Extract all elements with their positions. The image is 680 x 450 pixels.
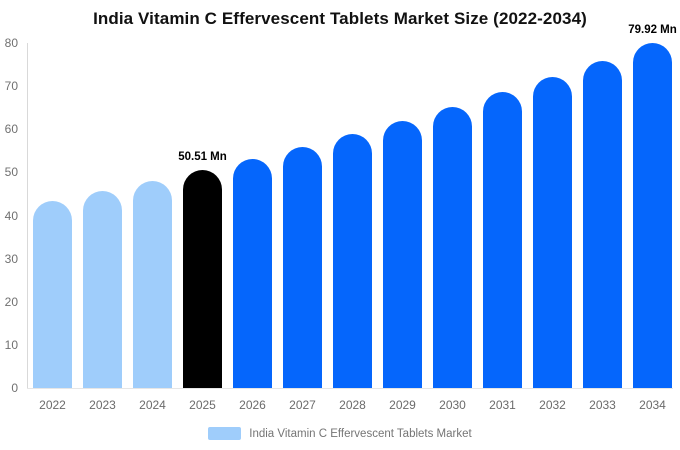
y-tick-label-20: 20: [4, 294, 18, 309]
x-tick-label-2031: 2031: [489, 398, 516, 412]
x-axis-line: [27, 388, 673, 389]
x-tick-label-2032: 2032: [539, 398, 566, 412]
bar-2023[interactable]: [83, 191, 122, 388]
chart-title: India Vitamin C Effervescent Tablets Mar…: [93, 9, 587, 28]
x-tick-label-2028: 2028: [339, 398, 366, 412]
y-tick-label-50: 50: [4, 165, 18, 180]
bar-2024[interactable]: [133, 181, 172, 388]
bar-2034[interactable]: [633, 43, 672, 388]
x-tick-label-2030: 2030: [439, 398, 466, 412]
y-tick-label-30: 30: [4, 251, 18, 266]
bar-2028[interactable]: [333, 134, 372, 388]
bar-2025[interactable]: [183, 170, 222, 388]
y-tick-label-70: 70: [4, 79, 18, 94]
bar-2022[interactable]: [33, 201, 72, 388]
legend-label: India Vitamin C Effervescent Tablets Mar…: [249, 427, 472, 440]
bar-2027[interactable]: [283, 146, 322, 388]
x-tick-label-2033: 2033: [589, 398, 616, 412]
x-tick-label-2027: 2027: [289, 398, 316, 412]
x-tick-label-2023: 2023: [89, 398, 116, 412]
x-tick-label-2022: 2022: [39, 398, 66, 412]
y-tick-label-80: 80: [4, 36, 18, 50]
legend-item[interactable]: India Vitamin C Effervescent Tablets Mar…: [0, 427, 680, 440]
x-tick-label-2029: 2029: [389, 398, 416, 412]
bar-2026[interactable]: [233, 158, 272, 388]
bar-2031[interactable]: [483, 92, 522, 388]
point-label-2034: 79.92 Mn: [628, 24, 677, 37]
x-tick-label-2034: 2034: [639, 398, 666, 412]
x-tick-label-2024: 2024: [139, 398, 166, 412]
x-tick-label-2025: 2025: [189, 398, 216, 412]
x-tick-label-2026: 2026: [239, 398, 266, 412]
y-tick-label-10: 10: [4, 337, 18, 352]
bar-2032[interactable]: [533, 76, 572, 388]
bar-2029[interactable]: [383, 120, 422, 388]
bar-2033[interactable]: [583, 60, 622, 388]
point-label-2025: 50.51 Mn: [178, 151, 227, 164]
y-axis-line: [27, 43, 28, 388]
y-tick-label-40: 40: [4, 208, 18, 223]
y-tick-label-60: 60: [4, 122, 18, 137]
legend-swatch: [208, 427, 242, 440]
y-tick-label-0: 0: [11, 381, 18, 395]
bar-2030[interactable]: [433, 106, 472, 388]
